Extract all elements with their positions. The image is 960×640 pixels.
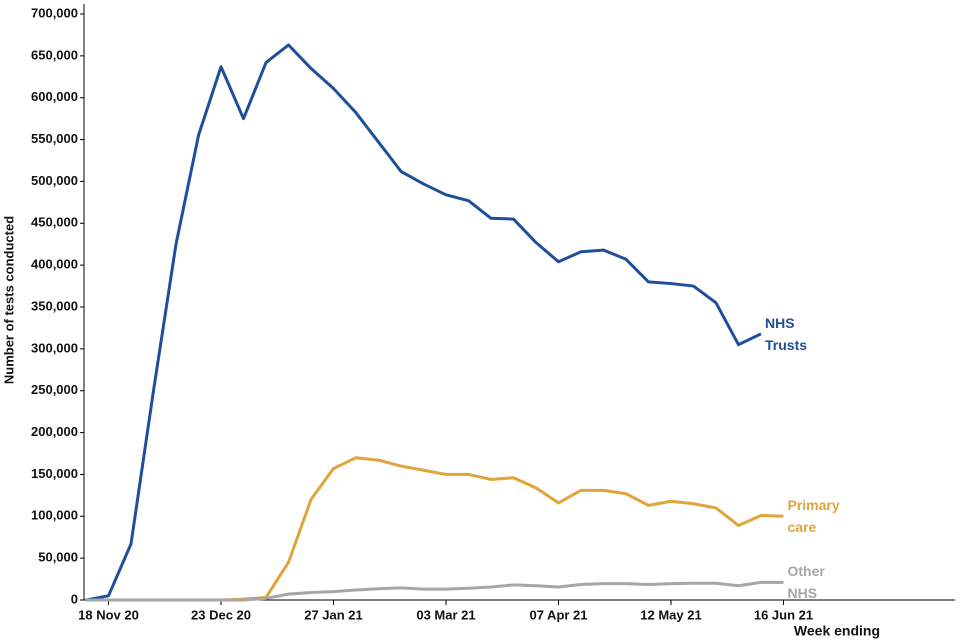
y-tick-label: 500,000 [31, 173, 78, 188]
y-tick-label: 100,000 [31, 508, 78, 523]
y-tick-label: 700,000 [31, 5, 78, 20]
y-tick-label: 450,000 [31, 215, 78, 230]
x-tick-label: 23 Dec 20 [191, 607, 251, 622]
y-tick-label: 300,000 [31, 340, 78, 355]
x-tick-label: 12 May 21 [640, 607, 701, 622]
y-tick-label: 250,000 [31, 382, 78, 397]
y-tick-label: 350,000 [31, 298, 78, 313]
y-tick-label: 550,000 [31, 131, 78, 146]
x-tick-label: 18 Nov 20 [78, 607, 139, 622]
series-line [86, 580, 784, 602]
x-tick-label: 03 Mar 21 [416, 607, 475, 622]
y-tick-label: 150,000 [31, 466, 78, 481]
series-label: Primary care [787, 497, 840, 536]
y-tick-label: 650,000 [31, 47, 78, 62]
x-tick-label: 16 Jun 21 [754, 607, 813, 622]
x-tick-label: 07 Apr 21 [529, 607, 587, 622]
y-axis-title: Number of tests conducted [1, 216, 16, 384]
series-line [85, 43, 762, 602]
x-tick-label: 27 Jan 21 [304, 607, 363, 622]
series-label: Other NHS [787, 563, 825, 602]
x-axis-title: Week ending [794, 623, 880, 639]
y-tick-label: 600,000 [31, 89, 78, 104]
y-tick-label: 0 [71, 591, 78, 606]
series-line [86, 456, 784, 602]
series-label: NHS Trusts [765, 314, 808, 353]
y-tick-label: 200,000 [31, 424, 78, 439]
y-tick-label: 400,000 [31, 257, 78, 272]
y-tick-label: 50,000 [38, 550, 78, 565]
